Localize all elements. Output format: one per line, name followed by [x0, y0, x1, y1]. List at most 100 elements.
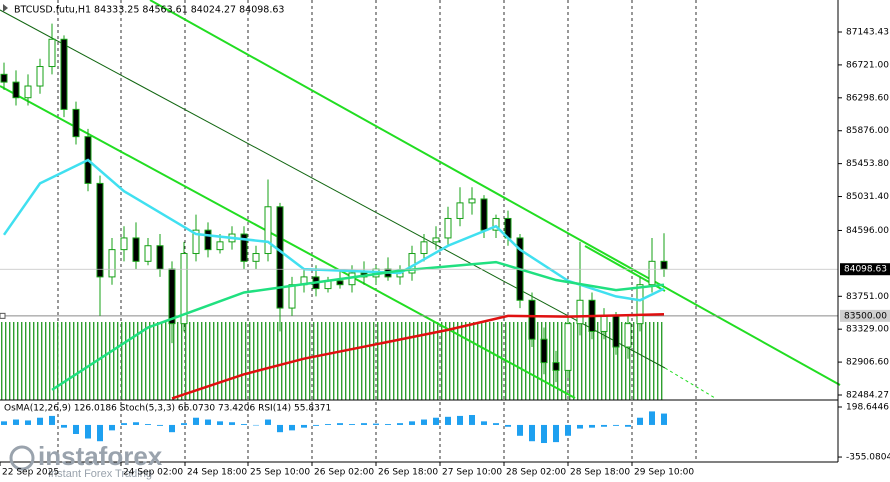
candle-body — [264, 206, 272, 255]
osma-bar — [37, 417, 43, 425]
trend-line — [149, 0, 841, 386]
header: BTCUSD.futu,H1 84333.25 84563.61 84024.2… — [3, 4, 284, 16]
time-label: 28 Sep 18:00 — [570, 468, 630, 478]
candle-body — [288, 284, 296, 309]
level-handle — [0, 312, 6, 319]
osma-bar — [433, 417, 439, 425]
osma-bar — [421, 419, 427, 425]
osma-bar — [361, 423, 367, 425]
osma-bar — [289, 424, 295, 431]
candle-body — [168, 268, 176, 325]
osma-bar — [337, 423, 343, 425]
candle-body — [564, 323, 572, 371]
candle-body — [60, 38, 68, 110]
osma-bar — [13, 419, 19, 425]
candle-body — [120, 237, 128, 251]
time-label: 27 Sep 10:00 — [442, 468, 502, 478]
osma-bar — [265, 419, 271, 425]
candle-body — [468, 198, 476, 204]
candle-body — [612, 315, 620, 348]
y-tick-label: 82906.60 — [846, 358, 889, 368]
candle-body — [24, 85, 32, 99]
candle-body — [492, 217, 500, 231]
osma-bar — [97, 424, 103, 442]
candle-body — [96, 182, 104, 278]
candle-body — [12, 81, 20, 99]
y-tick-label: 87143.43 — [846, 27, 889, 37]
osma-bar — [469, 415, 475, 425]
candle-body — [540, 338, 548, 364]
osma-bar — [649, 411, 655, 425]
osma-bar — [253, 424, 259, 426]
trend-line — [664, 367, 716, 399]
candle-body — [240, 233, 248, 262]
trend-line — [0, 85, 576, 399]
osma-bar — [85, 424, 91, 439]
indicator-tick-label: -355.0804 — [846, 453, 890, 463]
tagline: Instant Forex Trading — [48, 468, 152, 480]
osma-bar — [481, 421, 487, 425]
candle-body — [648, 260, 656, 286]
candle-body — [432, 237, 440, 243]
osma-bar — [73, 424, 79, 434]
osma-bar — [193, 417, 199, 425]
candle-body — [576, 299, 584, 325]
brand: instaforex — [38, 441, 163, 471]
candle-body — [660, 260, 668, 270]
osma-bar — [169, 424, 175, 433]
candle-body — [456, 202, 464, 219]
y-tick-label: 82484.27 — [846, 390, 889, 400]
candle-body — [0, 73, 8, 83]
osma-bar — [217, 421, 223, 425]
candle-body — [132, 237, 140, 262]
osma-bar — [637, 417, 643, 425]
candle-body — [600, 315, 608, 332]
osma-bar — [565, 424, 571, 436]
osma-bar — [493, 423, 499, 425]
indicator-tick-label: 198.6446 — [846, 403, 889, 413]
osma-bar — [541, 424, 547, 444]
osma-bar — [445, 416, 451, 425]
osma-bar — [589, 424, 595, 428]
osma-bar — [397, 423, 403, 425]
watermark: instaforex Instant Forex Trading — [9, 441, 163, 480]
osma-bar — [325, 424, 331, 425]
time-label: 26 Sep 02:00 — [314, 468, 374, 478]
osma-bar — [373, 423, 379, 425]
moving-average — [2, 158, 665, 302]
candle-body — [72, 108, 80, 138]
osma-bar — [121, 423, 127, 425]
trend-line — [0, 9, 666, 369]
candle-body — [36, 66, 44, 87]
osma-bar — [109, 424, 115, 431]
candle-body — [480, 198, 488, 231]
osma-bar — [457, 415, 463, 425]
candle-body — [528, 299, 536, 340]
candle-body — [156, 245, 164, 270]
osma-bar — [277, 424, 283, 433]
moving-average — [171, 313, 665, 400]
osma-bar — [181, 423, 187, 425]
osma-bar — [517, 424, 523, 436]
osma-bar — [529, 424, 535, 442]
level-label: 83500.00 — [844, 311, 887, 321]
moving-average — [51, 260, 665, 391]
osma-bar — [145, 424, 151, 425]
osma-bar — [157, 424, 163, 426]
level-box — [840, 309, 890, 322]
candle-body — [204, 229, 212, 251]
candle-body — [552, 362, 560, 371]
osma-bar — [577, 424, 583, 429]
candle-body — [276, 206, 284, 309]
osma-bar — [613, 424, 619, 426]
candle-body — [180, 253, 188, 325]
y-tick-label: 85876.00 — [846, 126, 889, 136]
plot-area — [0, 23, 838, 400]
osma-bar — [241, 424, 247, 425]
osma-bar — [301, 424, 307, 428]
candle-body — [420, 241, 428, 255]
osma-bar — [553, 424, 559, 443]
candle-body — [216, 241, 224, 251]
y-tick-label: 86721.00 — [846, 60, 889, 70]
candle-body — [444, 217, 452, 239]
